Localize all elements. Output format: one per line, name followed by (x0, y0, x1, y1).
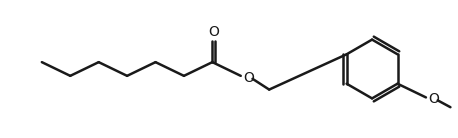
Text: O: O (208, 25, 219, 39)
Text: O: O (428, 92, 439, 106)
Text: O: O (243, 71, 254, 85)
